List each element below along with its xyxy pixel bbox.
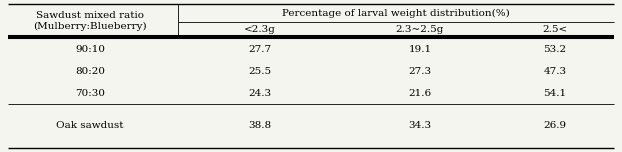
Text: 53.2: 53.2 [544,45,567,54]
Text: 19.1: 19.1 [409,45,432,54]
Text: 34.3: 34.3 [409,121,432,131]
Text: 38.8: 38.8 [248,121,272,131]
Text: 2.5<: 2.5< [542,24,568,33]
Text: Sawdust mixed ratio
(Mulberry:Blueberry): Sawdust mixed ratio (Mulberry:Blueberry) [33,11,147,31]
Text: 25.5: 25.5 [248,67,272,76]
Text: 26.9: 26.9 [544,121,567,131]
Text: 21.6: 21.6 [409,88,432,97]
Text: <2.3g: <2.3g [244,24,276,33]
Text: 54.1: 54.1 [544,88,567,97]
Text: 70:30: 70:30 [75,88,105,97]
Text: 90:10: 90:10 [75,45,105,54]
Text: 47.3: 47.3 [544,67,567,76]
Text: 2.3~2.5g: 2.3~2.5g [396,24,444,33]
Text: Oak sawdust: Oak sawdust [56,121,124,131]
Text: 27.7: 27.7 [248,45,272,54]
Text: Percentage of larval weight distribution(%): Percentage of larval weight distribution… [282,9,510,18]
Text: 24.3: 24.3 [248,88,272,97]
Text: 80:20: 80:20 [75,67,105,76]
Text: 27.3: 27.3 [409,67,432,76]
